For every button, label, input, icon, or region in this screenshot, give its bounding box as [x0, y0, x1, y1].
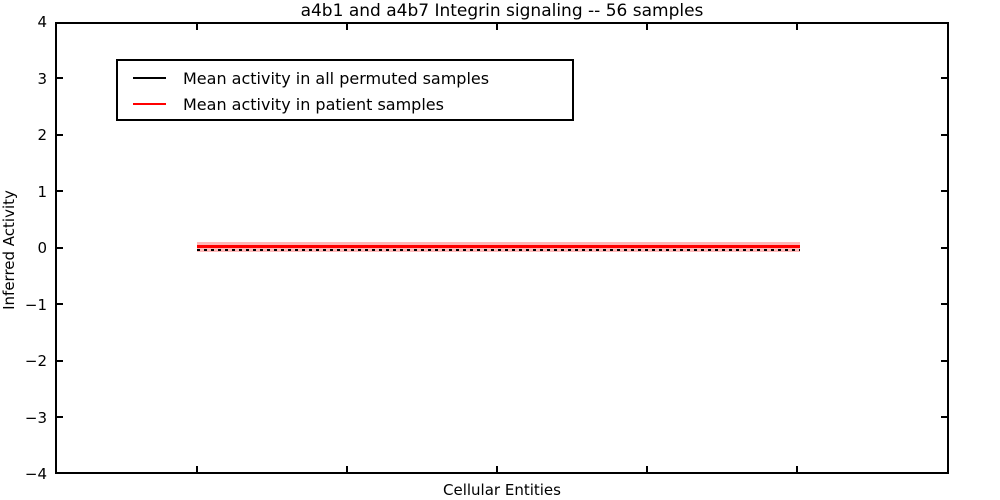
- axis-tick: [941, 416, 947, 418]
- axis-tick: [941, 303, 947, 305]
- y-tick-label: −2: [24, 352, 47, 370]
- patient-mean-line: [197, 245, 800, 248]
- axis-tick: [496, 466, 498, 472]
- legend: Mean activity in all permuted samples Me…: [116, 59, 574, 121]
- axis-tick: [57, 303, 63, 305]
- axis-tick: [57, 134, 63, 136]
- axis-tick: [346, 466, 348, 472]
- axis-tick: [57, 247, 63, 249]
- y-tick-label: 1: [37, 183, 47, 201]
- axis-tick: [196, 466, 198, 472]
- axis-tick: [941, 360, 947, 362]
- plot-area: Mean activity in all permuted samples Me…: [55, 22, 949, 474]
- y-tick-label: −3: [24, 409, 47, 427]
- red-line-sample-icon: [133, 103, 166, 105]
- axis-tick: [57, 360, 63, 362]
- legend-label: Mean activity in all permuted samples: [183, 68, 490, 88]
- permuted-mean-line: [197, 249, 800, 251]
- x-axis-label: Cellular Entities: [443, 481, 561, 499]
- y-tick-label: 4: [37, 13, 47, 31]
- axis-tick: [496, 24, 498, 30]
- axis-tick: [346, 24, 348, 30]
- y-tick-label: 3: [37, 70, 47, 88]
- y-tick-label: 0: [37, 239, 47, 257]
- axis-tick: [57, 190, 63, 192]
- axis-tick: [796, 466, 798, 472]
- axis-tick: [646, 24, 648, 30]
- axis-tick: [57, 416, 63, 418]
- axis-tick: [941, 190, 947, 192]
- axis-tick: [57, 77, 63, 79]
- y-tick-label: 2: [37, 126, 47, 144]
- legend-item-permuted: Mean activity in all permuted samples: [133, 65, 572, 91]
- axis-tick: [941, 134, 947, 136]
- chart-title: a4b1 and a4b7 Integrin signaling -- 56 s…: [300, 1, 704, 21]
- axis-tick: [941, 77, 947, 79]
- axis-tick: [646, 466, 648, 472]
- axis-tick: [941, 247, 947, 249]
- axis-tick: [196, 24, 198, 30]
- axis-tick: [796, 24, 798, 30]
- y-tick-label: −4: [24, 465, 47, 483]
- black-line-sample-icon: [133, 77, 166, 79]
- y-tick-label: −1: [24, 296, 47, 314]
- legend-label: Mean activity in patient samples: [183, 94, 444, 114]
- legend-item-patient: Mean activity in patient samples: [133, 91, 572, 117]
